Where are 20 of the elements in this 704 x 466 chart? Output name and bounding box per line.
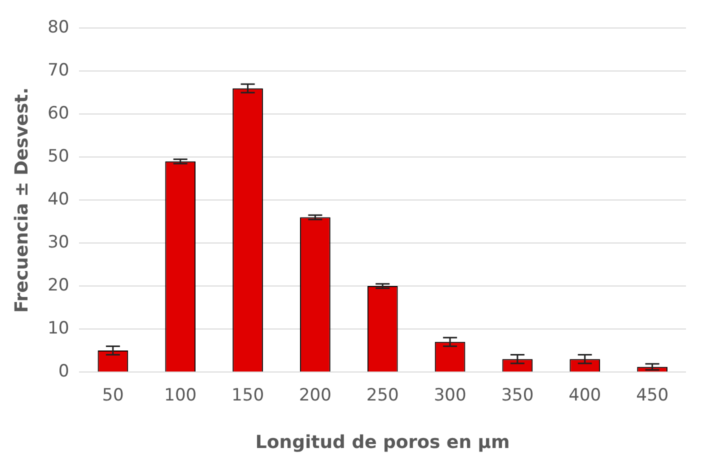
x-tick-label: 50 [102, 386, 124, 406]
y-tick-label: 30 [48, 232, 70, 252]
x-tick-label: 300 [434, 386, 466, 406]
y-tick-label: 50 [48, 146, 70, 167]
x-tick-label: 200 [298, 386, 332, 406]
y-tick-label: 0 [58, 361, 70, 382]
y-tick-label: 20 [48, 275, 70, 296]
x-tick-label: 150 [232, 386, 264, 406]
x-tick-label: 450 [636, 386, 669, 406]
y-axis-title: Frecuencia ± Desvest. [11, 87, 32, 313]
x-tick-label: 350 [501, 386, 534, 406]
x-axis-title: Longitud de poros en µm [255, 432, 510, 453]
y-tick-label: 40 [48, 190, 70, 210]
y-tick-label: 80 [48, 18, 70, 38]
x-tick-label: 250 [366, 386, 399, 406]
x-tick-label: 400 [568, 386, 602, 406]
y-tick-label: 70 [48, 60, 70, 81]
y-tick-label: 60 [48, 104, 70, 124]
x-tick-label: 100 [164, 386, 197, 406]
y-tick-label: 10 [48, 318, 70, 338]
